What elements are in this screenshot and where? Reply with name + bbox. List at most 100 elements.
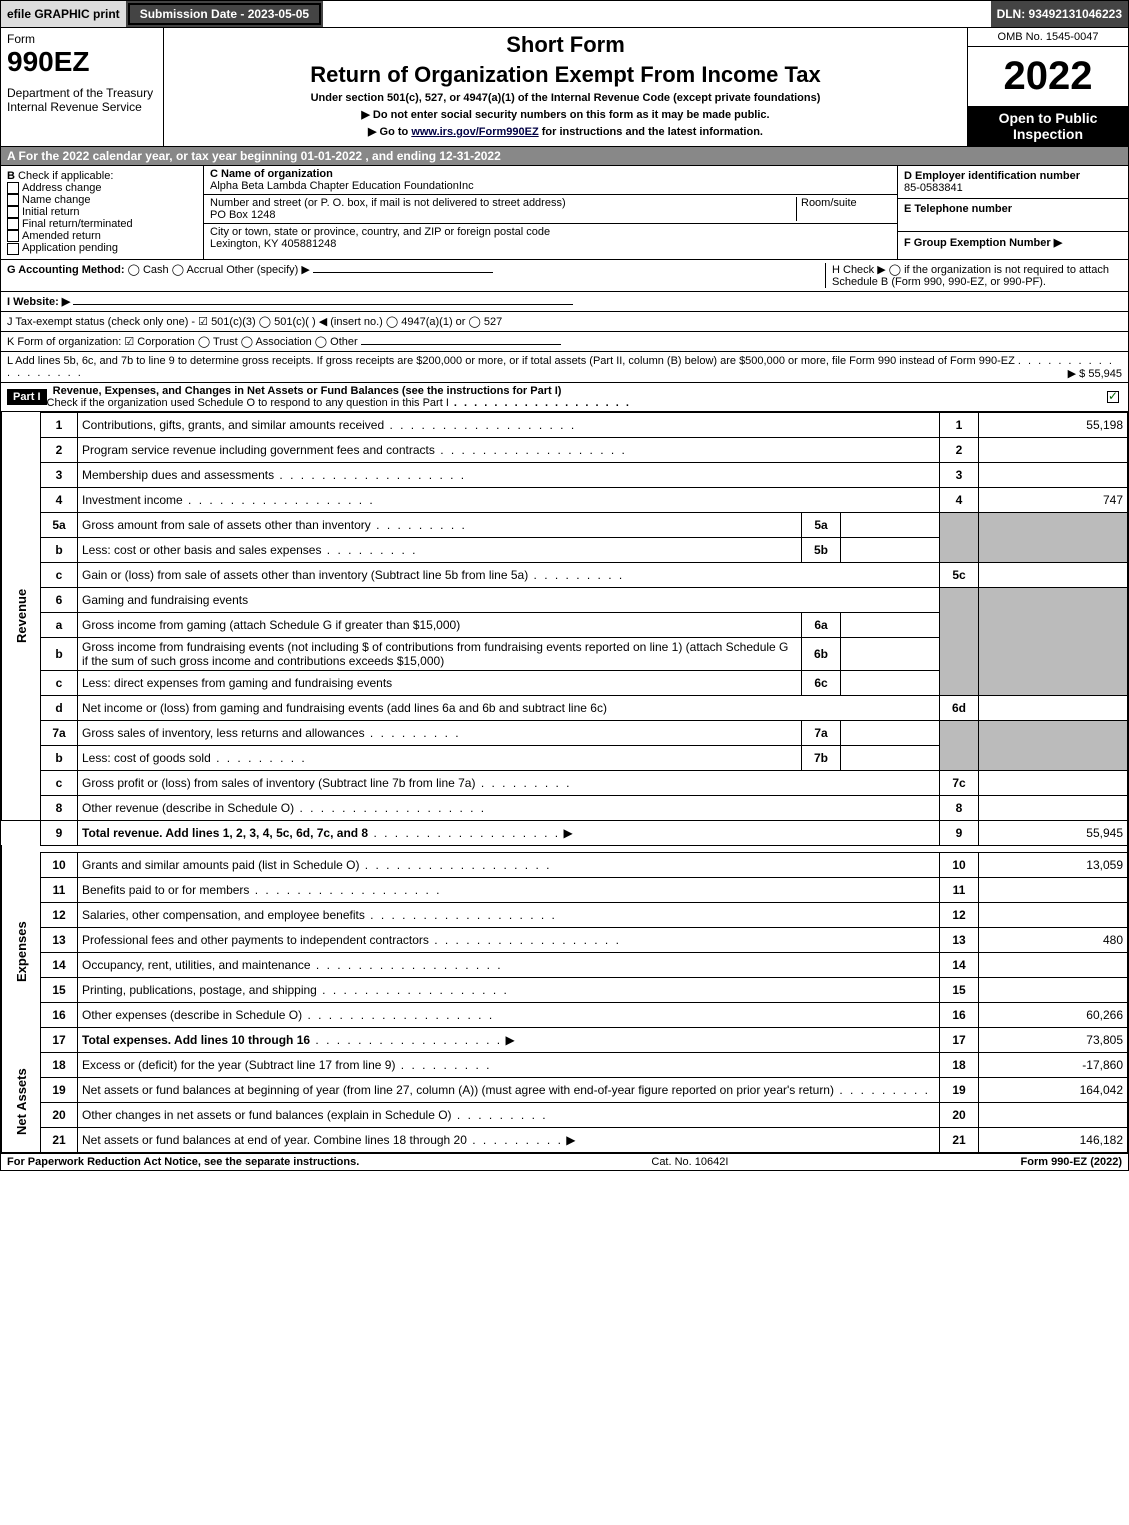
l3-rnum: 3 xyxy=(940,462,979,487)
part1-schedule-o-checkbox[interactable] xyxy=(1107,391,1119,403)
l14-val xyxy=(979,952,1128,977)
section-b-subtitle: Check if applicable: xyxy=(18,170,113,182)
l6-num: 6 xyxy=(41,587,78,612)
l12-rnum: 12 xyxy=(940,902,979,927)
l6a-num: a xyxy=(41,612,78,637)
section-b: B Check if applicable: Address change Na… xyxy=(1,166,204,259)
l6a-desc: Gross income from gaming (attach Schedul… xyxy=(82,618,460,632)
room-suite-label: Room/suite xyxy=(796,197,891,221)
h-text: H Check ▶ ◯ if the organization is not r… xyxy=(825,263,1122,288)
checkbox-amended-return[interactable] xyxy=(7,230,19,242)
l9-rnum: 9 xyxy=(940,820,979,845)
checkbox-final-return[interactable] xyxy=(7,218,19,230)
part1-label: Part I xyxy=(7,389,47,405)
l21-rnum: 21 xyxy=(940,1127,979,1152)
l18-num: 18 xyxy=(41,1052,78,1077)
short-form-title: Short Form xyxy=(172,32,959,58)
under-section: Under section 501(c), 527, or 4947(a)(1)… xyxy=(172,92,959,104)
l11-num: 11 xyxy=(41,877,78,902)
l16-rnum: 16 xyxy=(940,1002,979,1027)
l17-rnum: 17 xyxy=(940,1027,979,1052)
l4-rnum: 4 xyxy=(940,487,979,512)
l3-val xyxy=(979,462,1128,487)
topbar: efile GRAPHIC print Submission Date - 20… xyxy=(1,1,1128,28)
l7c-desc: Gross profit or (loss) from sales of inv… xyxy=(82,776,475,790)
section-i: I Website: ▶ xyxy=(1,292,1128,312)
l20-num: 20 xyxy=(41,1102,78,1127)
l6b-desc: Gross income from fundraising events (no… xyxy=(82,640,788,668)
l13-val: 480 xyxy=(979,927,1128,952)
l1-rnum: 1 xyxy=(940,412,979,437)
l8-num: 8 xyxy=(41,795,78,820)
l21-num: 21 xyxy=(41,1127,78,1152)
l6b-in: 6b xyxy=(802,637,841,670)
l17-desc: Total expenses. Add lines 10 through 16 xyxy=(82,1033,310,1047)
submission-date: Submission Date - 2023-05-05 xyxy=(128,3,321,25)
section-l: L Add lines 5b, 6c, and 7b to line 9 to … xyxy=(1,352,1128,383)
l2-desc: Program service revenue including govern… xyxy=(82,443,435,457)
dept-label: Department of the Treasury xyxy=(7,86,157,100)
l4-val: 747 xyxy=(979,487,1128,512)
l6d-num: d xyxy=(41,695,78,720)
c-street-label: Number and street (or P. O. box, if mail… xyxy=(210,197,796,209)
l5c-desc: Gain or (loss) from sale of assets other… xyxy=(82,568,528,582)
l6d-val xyxy=(979,695,1128,720)
l16-desc: Other expenses (describe in Schedule O) xyxy=(82,1008,302,1022)
l7ab-grey xyxy=(940,720,979,770)
checkbox-application-pending[interactable] xyxy=(7,243,19,255)
sections-bcd: B Check if applicable: Address change Na… xyxy=(1,166,1128,260)
tax-year: 2022 xyxy=(968,47,1128,106)
omb-number: OMB No. 1545-0047 xyxy=(968,28,1128,47)
l19-rnum: 19 xyxy=(940,1077,979,1102)
checkbox-address-change[interactable] xyxy=(7,182,19,194)
b-item-5: Application pending xyxy=(22,242,118,254)
l1-num: 1 xyxy=(41,412,78,437)
c-city-label: City or town, state or province, country… xyxy=(210,226,550,238)
l1-desc: Contributions, gifts, grants, and simila… xyxy=(82,418,384,432)
part1-subtitle: Check if the organization used Schedule … xyxy=(47,397,449,409)
l15-val xyxy=(979,977,1128,1002)
checkbox-name-change[interactable] xyxy=(7,194,19,206)
l8-desc: Other revenue (describe in Schedule O) xyxy=(82,801,294,815)
l6c-in: 6c xyxy=(802,670,841,695)
l7b-num: b xyxy=(41,745,78,770)
l11-rnum: 11 xyxy=(940,877,979,902)
l8-rnum: 8 xyxy=(940,795,979,820)
l17-val: 73,805 xyxy=(979,1027,1128,1052)
k-text: K Form of organization: ☑ Corporation ◯ … xyxy=(7,336,358,348)
header-center: Short Form Return of Organization Exempt… xyxy=(164,28,968,146)
l5b-inval xyxy=(841,537,940,562)
l5b-in: 5b xyxy=(802,537,841,562)
l8-val xyxy=(979,795,1128,820)
l6-desc: Gaming and fundraising events xyxy=(78,587,940,612)
l6b-inval xyxy=(841,637,940,670)
l6d-desc: Net income or (loss) from gaming and fun… xyxy=(82,701,607,715)
header-row: Form 990EZ Department of the Treasury In… xyxy=(1,28,1128,147)
l15-num: 15 xyxy=(41,977,78,1002)
side-netassets: Net Assets xyxy=(2,1052,41,1152)
return-title: Return of Organization Exempt From Incom… xyxy=(172,62,959,88)
l20-desc: Other changes in net assets or fund bala… xyxy=(82,1108,452,1122)
l19-val: 164,042 xyxy=(979,1077,1128,1102)
goto-link[interactable]: www.irs.gov/Form990EZ xyxy=(411,126,538,138)
org-street: PO Box 1248 xyxy=(210,209,796,221)
b-item-0: Address change xyxy=(22,182,102,194)
form-number: 990EZ xyxy=(7,46,157,78)
l5a-desc: Gross amount from sale of assets other t… xyxy=(82,518,371,532)
l21-arrow: ▶ xyxy=(566,1133,575,1147)
l15-desc: Printing, publications, postage, and shi… xyxy=(82,983,317,997)
org-name: Alpha Beta Lambda Chapter Education Foun… xyxy=(210,180,891,192)
checkbox-initial-return[interactable] xyxy=(7,206,19,218)
l20-val xyxy=(979,1102,1128,1127)
l19-num: 19 xyxy=(41,1077,78,1102)
l3-num: 3 xyxy=(41,462,78,487)
l11-val xyxy=(979,877,1128,902)
l6b-num: b xyxy=(41,637,78,670)
l6a-in: 6a xyxy=(802,612,841,637)
l9-num: 9 xyxy=(41,820,78,845)
l13-desc: Professional fees and other payments to … xyxy=(82,933,429,947)
l7c-num: c xyxy=(41,770,78,795)
efile-label: efile GRAPHIC print xyxy=(1,1,126,27)
l14-desc: Occupancy, rent, utilities, and maintena… xyxy=(82,958,311,972)
b-item-3: Final return/terminated xyxy=(22,218,133,230)
